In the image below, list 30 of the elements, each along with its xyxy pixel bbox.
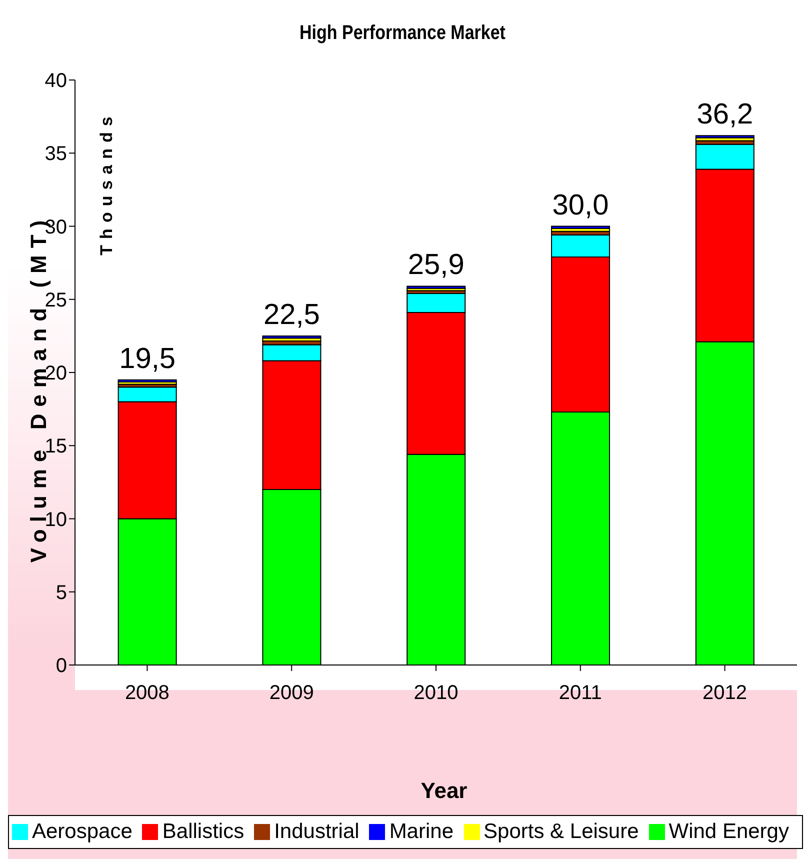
y-tick-label: 25	[44, 289, 67, 312]
x-tick-label: 2011	[558, 682, 602, 704]
x-tick-label: 2010	[414, 682, 458, 704]
bar	[695, 135, 754, 138]
bar	[406, 286, 466, 289]
y-tick-label: 0	[56, 655, 67, 678]
legend-label: Wind Energy	[668, 820, 789, 843]
total-label: 30,0	[552, 189, 609, 222]
bar	[118, 379, 177, 383]
total-label: 22,5	[263, 298, 320, 331]
legend-label: Marine	[389, 820, 454, 843]
bar	[551, 226, 610, 229]
y-tick-label: 35	[44, 143, 67, 166]
x-tick-label: 2012	[702, 682, 748, 704]
x-tick-label: 2008	[124, 682, 170, 704]
bar	[262, 335, 322, 339]
y-tick-label: 40	[44, 70, 67, 92]
legend-label: Industrial	[274, 820, 360, 843]
y-tick-label: 20	[44, 362, 67, 385]
legend-label: Aerospace	[32, 820, 132, 843]
chart-title: High Performance Market	[298, 22, 506, 45]
total-label: 19,5	[119, 342, 176, 375]
total-label: 36,2	[696, 98, 754, 131]
x-tick-label: 2009	[269, 682, 314, 704]
total-label: 25,9	[408, 249, 464, 282]
legend-label: Ballistics	[162, 820, 244, 843]
y-tick-label: 5	[56, 582, 67, 604]
x-axis-title: Year	[420, 778, 468, 803]
legend-label: Sports & Leisure	[484, 820, 639, 843]
annotation: Thousands	[97, 110, 116, 256]
